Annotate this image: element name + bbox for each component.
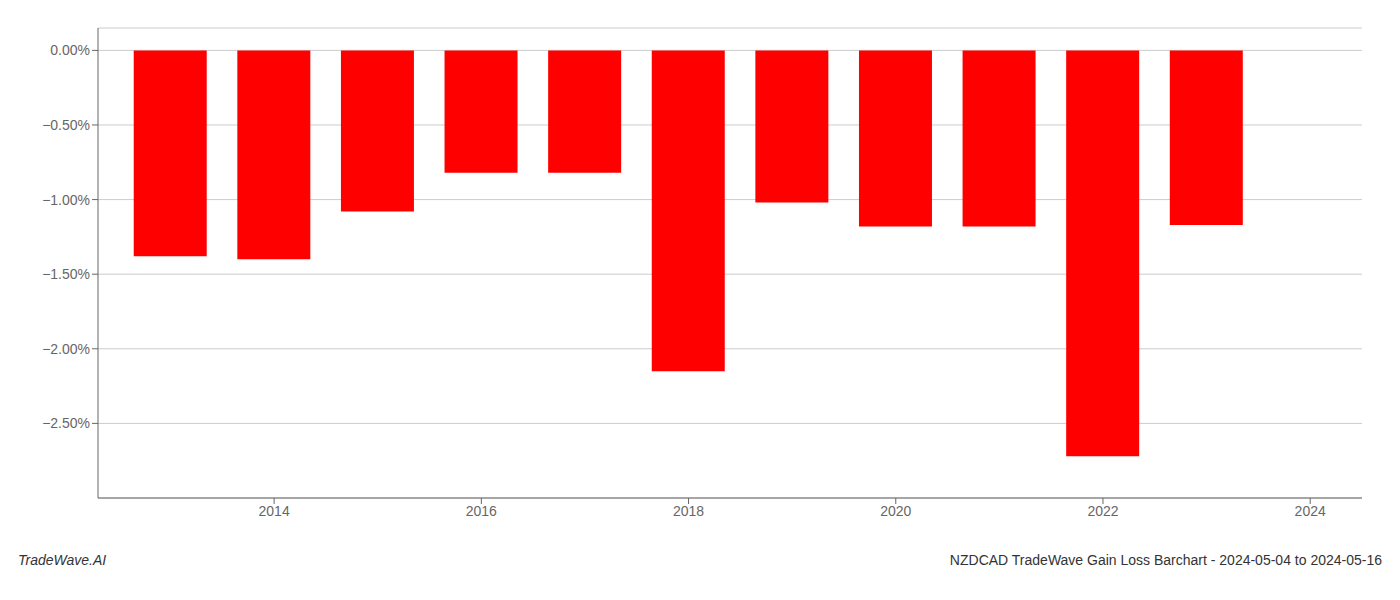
svg-text:2020: 2020	[880, 503, 911, 519]
html-text:TradeWave.AI: TradeWave.AI	[18, 552, 107, 568]
svg-text:0.00%: 0.00%	[50, 42, 90, 58]
svg-text:2022: 2022	[1087, 503, 1118, 519]
svg-text:2018: 2018	[673, 503, 704, 519]
svg-text:−1.00%: −1.00%	[42, 192, 90, 208]
svg-text:−2.00%: −2.00%	[42, 341, 90, 357]
svg-text:2016: 2016	[466, 503, 497, 519]
svg-text:2014: 2014	[259, 503, 290, 519]
svg-text:−0.50%: −0.50%	[42, 117, 90, 133]
svg-text:−1.50%: −1.50%	[42, 266, 90, 282]
svg-text:−2.50%: −2.50%	[42, 415, 90, 431]
html-text:NZDCAD TradeWave Gain Loss Bar: NZDCAD TradeWave Gain Loss Barchart - 20…	[949, 552, 1382, 568]
svg-text:2024: 2024	[1295, 503, 1326, 519]
